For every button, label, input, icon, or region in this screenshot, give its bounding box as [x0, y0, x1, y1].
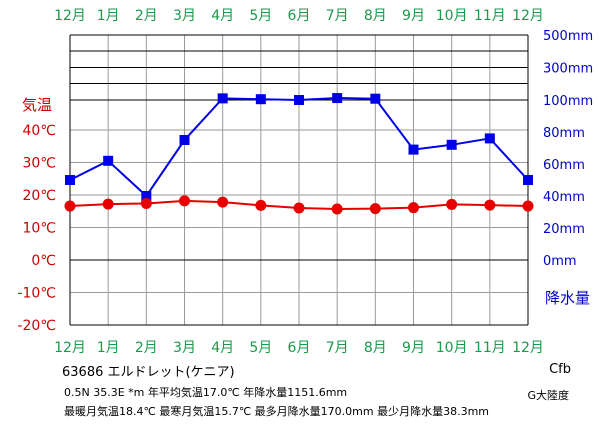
month-label-bottom: 4月	[211, 340, 234, 356]
precipitation-point	[332, 93, 343, 104]
precipitation-tick-label: 100mm	[543, 94, 593, 109]
chart-grid	[69, 34, 529, 326]
month-labels-top: 12月 1月 2月 3月 4月 5月 6月 7月 8月 9月 10月 11月 12月	[54, 8, 544, 24]
temperature-point	[293, 202, 305, 214]
precipitation-tick-label: 0mm	[543, 254, 577, 269]
month-label-top: 7月	[326, 8, 349, 24]
temperature-tick-label: 10℃	[22, 221, 56, 237]
temperature-tick-label: 40℃	[22, 123, 56, 139]
temperature-tick-label: 0℃	[31, 253, 56, 269]
month-label-top: 1月	[97, 8, 120, 24]
month-label-bottom: 8月	[364, 340, 387, 356]
month-label-bottom: 11月	[474, 340, 506, 356]
temperature-point	[331, 203, 343, 215]
month-label-bottom: 6月	[288, 340, 311, 356]
climate-description: G大陸度	[527, 389, 569, 402]
precipitation-point	[294, 95, 304, 105]
precipitation-series	[65, 93, 533, 201]
precipitation-point	[217, 93, 228, 104]
month-label-top: 8月	[364, 8, 387, 24]
precipitation-point	[446, 139, 457, 150]
precipitation-tick-label: 500mm	[543, 29, 593, 44]
month-label-bottom: 12月	[54, 340, 86, 356]
month-label-bottom: 5月	[249, 340, 272, 356]
precipitation-tick-label: 60mm	[543, 158, 585, 173]
month-label-bottom: 9月	[402, 340, 425, 356]
month-label-top: 10月	[436, 8, 468, 24]
temperature-series	[64, 195, 534, 215]
temperature-point	[255, 199, 267, 211]
climate-classification: Cfb	[549, 362, 571, 377]
month-label-top: 12月	[512, 8, 544, 24]
month-label-bottom: 10月	[436, 340, 468, 356]
precipitation-tick-label: 40mm	[543, 190, 585, 205]
month-label-bottom: 2月	[135, 340, 158, 356]
temperature-point	[484, 199, 496, 211]
precipitation-point	[370, 93, 381, 104]
station-extremes: 最暖月気温18.4℃ 最寒月気温15.7℃ 最多月降水量170.0mm 最少月降…	[64, 405, 490, 418]
temperature-tick-label: 30℃	[22, 156, 56, 172]
temperature-point	[369, 203, 381, 215]
precipitation-point	[523, 175, 533, 185]
precipitation-point	[484, 133, 495, 144]
temperature-point	[408, 202, 419, 214]
month-label-top: 4月	[211, 8, 234, 24]
temperature-point	[102, 198, 114, 210]
precipitation-tick-label: 80mm	[543, 126, 585, 141]
month-label-top: 6月	[288, 8, 311, 24]
temperature-point	[446, 198, 458, 210]
month-label-bottom: 12月	[512, 340, 544, 356]
month-label-top: 3月	[173, 8, 196, 24]
month-label-bottom: 1月	[97, 340, 120, 356]
month-label-bottom: 7月	[326, 340, 349, 356]
month-label-top: 11月	[474, 8, 506, 24]
station-summary: 0.5N 35.3E *m 年平均気温17.0℃ 年降水量1151.6mm	[64, 386, 348, 399]
precipitation-point	[255, 94, 266, 105]
temperature-point	[217, 196, 229, 208]
precipitation-point	[65, 175, 75, 185]
precipitation-point	[141, 191, 152, 201]
month-label-top: 9月	[402, 8, 425, 24]
precipitation-axis-title: 降水量	[545, 289, 590, 307]
temperature-axis-title: 気温	[22, 96, 52, 114]
temperature-point	[179, 195, 190, 207]
month-label-bottom: 3月	[173, 340, 196, 356]
temperature-axis-labels: 40℃ 30℃ 20℃ 10℃ 0℃ -10℃ -20℃	[17, 123, 56, 334]
precipitation-axis-labels: 500mm 300mm 100mm 80mm 60mm 40mm 20mm 0mm	[543, 29, 593, 269]
precipitation-tick-label: 300mm	[543, 62, 593, 77]
month-labels-bottom: 12月 1月 2月 3月 4月 5月 6月 7月 8月 9月 10月 11月 12月	[54, 340, 544, 356]
precipitation-point	[103, 155, 114, 166]
temperature-point	[64, 200, 76, 212]
precipitation-point	[408, 144, 419, 155]
month-label-top: 2月	[135, 8, 158, 24]
temperature-tick-label: -10℃	[17, 286, 56, 302]
temperature-point	[522, 200, 534, 212]
temperature-tick-label: -20℃	[17, 318, 56, 334]
temperature-point	[140, 197, 152, 209]
temperature-tick-label: 20℃	[22, 188, 56, 204]
precipitation-tick-label: 20mm	[543, 222, 585, 237]
precipitation-point	[179, 135, 190, 145]
month-label-top: 12月	[54, 8, 86, 24]
month-label-top: 5月	[249, 8, 272, 24]
station-name: 63686 エルドレット(ケニア)	[62, 365, 235, 380]
